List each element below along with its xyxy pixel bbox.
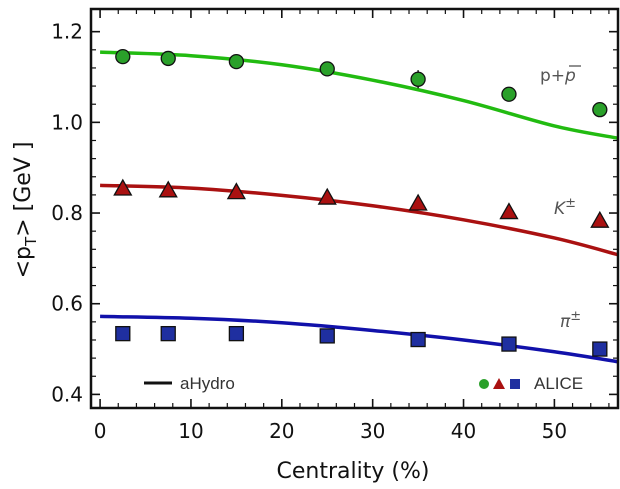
- data-point-circle: [228, 53, 245, 70]
- data-point-circle: [115, 48, 131, 65]
- data-point-triangle: [590, 210, 610, 228]
- data-point-circle: [160, 50, 176, 67]
- x-tick-label: 50: [542, 419, 567, 443]
- ahydro-curve-1: [100, 183, 618, 257]
- series-label-pion: π±: [560, 309, 581, 332]
- data-point-square: [319, 328, 335, 344]
- legend-line-label: aHydro: [180, 374, 235, 393]
- y-axis-title: <pT> [GeV ]: [11, 142, 40, 279]
- legend-points-label: ALICE: [534, 374, 583, 393]
- data-point-triangle: [317, 187, 337, 205]
- y-tick-label: 1.2: [51, 20, 83, 44]
- data-point-circle: [592, 102, 608, 118]
- x-tick-label: 10: [178, 419, 203, 443]
- legend-circle-swatch: [479, 379, 489, 389]
- y-tick-label: 0.4: [51, 382, 83, 406]
- x-tick-label: 20: [269, 419, 294, 443]
- x-axis-title: Centrality (%): [277, 459, 430, 484]
- data-point-square: [592, 341, 608, 357]
- data-point-circle: [501, 86, 517, 102]
- ahydro-curve-0: [100, 50, 618, 140]
- legend-square-swatch: [510, 379, 520, 389]
- legend-triangle-swatch: [493, 378, 505, 389]
- data-point-square: [160, 325, 176, 342]
- data-point-triangle: [158, 180, 178, 198]
- x-tick-label: 0: [94, 419, 107, 443]
- series-label-proton: p+p: [540, 65, 581, 86]
- axis-ticks: 0 10 20 30 40 50 0.4 0.6 0.8 1.0 1.2: [51, 9, 618, 443]
- data-point-circle: [319, 61, 335, 77]
- data-point-square: [410, 331, 426, 348]
- data-point-triangle: [408, 193, 428, 211]
- plot-area: [100, 48, 618, 364]
- data-point-square: [115, 325, 131, 342]
- data-point-triangle: [113, 178, 133, 196]
- legend: aHydro ALICE: [144, 374, 583, 393]
- y-tick-label: 0.8: [51, 201, 83, 225]
- series-label-kaon: K±: [554, 196, 576, 219]
- x-tick-label: 30: [360, 419, 385, 443]
- data-point-triangle: [226, 182, 246, 200]
- proton-label-text: p+p: [540, 66, 576, 86]
- data-point-circle: [410, 71, 426, 87]
- data-point-square: [501, 336, 517, 352]
- data-point-triangle: [499, 202, 519, 220]
- y-tick-label: 0.6: [51, 292, 83, 316]
- y-tick-label: 1.0: [51, 110, 83, 134]
- ahydro-curve-2: [100, 314, 618, 364]
- x-tick-label: 40: [451, 419, 476, 443]
- data-point-square: [228, 325, 245, 342]
